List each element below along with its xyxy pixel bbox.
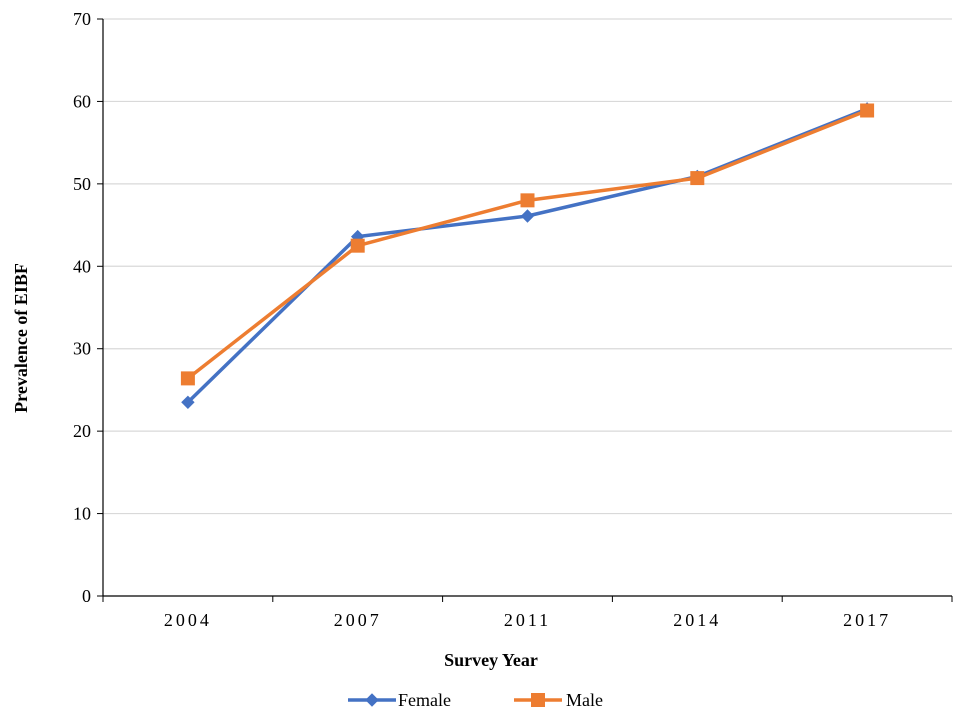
- gridlines: [103, 18, 952, 515]
- legend-label-female: Female: [398, 690, 451, 710]
- y-tick-label: 10: [73, 504, 91, 524]
- x-tick-label: 2017: [843, 610, 891, 630]
- x-tick-label: 2004: [164, 610, 212, 630]
- male-point: [690, 171, 705, 186]
- x-tick-label: 2007: [334, 610, 382, 630]
- y-tick-label: 70: [73, 9, 91, 29]
- male-line: [186, 108, 869, 381]
- axes: [97, 18, 953, 602]
- female-point: [181, 395, 195, 409]
- y-tick-label: 20: [73, 421, 91, 441]
- female-point: [520, 209, 535, 223]
- male-point: [860, 103, 875, 118]
- male-point: [180, 371, 195, 386]
- legend-item-male: Male: [514, 690, 603, 710]
- male-point: [520, 193, 535, 208]
- tick-labels: 0 10 20 30 40 50 60 70 2004 2007 2011 2014 2017: [73, 9, 891, 630]
- y-tick-label: 60: [73, 91, 91, 111]
- legend: Female Male: [348, 690, 603, 710]
- series-male: [180, 103, 875, 386]
- legend-marker-female: [365, 693, 379, 707]
- y-axis-title: Prevalence of EIBF: [11, 263, 31, 413]
- male-point: [350, 238, 365, 253]
- series-group: [180, 102, 875, 409]
- y-tick-label: 40: [73, 256, 91, 276]
- legend-label-male: Male: [566, 690, 603, 710]
- legend-marker-male: [531, 693, 545, 707]
- y-tick-label: 50: [73, 174, 91, 194]
- x-axis-title: Survey Year: [444, 650, 538, 670]
- y-tick-label: 30: [73, 339, 91, 359]
- y-tick-label: 0: [82, 586, 91, 606]
- x-tick-label: 2014: [673, 610, 721, 630]
- x-tick-label: 2011: [504, 610, 551, 630]
- legend-item-female: Female: [348, 690, 451, 710]
